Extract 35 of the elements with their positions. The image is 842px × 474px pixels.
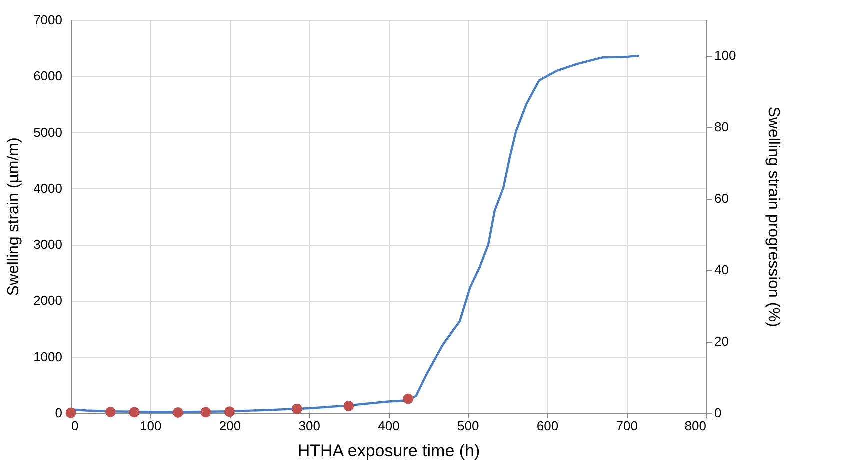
y-tick-label: 6000 xyxy=(34,68,62,84)
y2-tick-label: 20 xyxy=(714,334,729,350)
x-tick-label: 100 xyxy=(140,418,162,434)
x-tick-label: 700 xyxy=(616,418,638,434)
point xyxy=(200,407,212,418)
x-tick-label: 300 xyxy=(298,418,320,434)
x-tick-label: 200 xyxy=(219,418,242,434)
x-tick-label: 500 xyxy=(458,418,480,434)
y2-tick-label: 0 xyxy=(714,406,722,420)
point xyxy=(292,404,302,414)
y-tick-label: 1000 xyxy=(34,349,62,364)
point xyxy=(403,394,414,404)
y2-axis-title: Swelling strain progression (%) xyxy=(765,106,782,328)
y-tick-label: 4000 xyxy=(34,180,62,196)
point xyxy=(105,406,116,418)
point xyxy=(172,407,184,418)
y2-tick-label: 80 xyxy=(714,120,729,135)
y-axis-title: Swelling strain (µm/m) xyxy=(6,138,23,296)
x-axis-title: HTHA exposure time (h) xyxy=(298,442,480,460)
y2-tick-label: 100 xyxy=(714,48,736,64)
y2-tick-label: 40 xyxy=(714,262,729,278)
point xyxy=(66,408,76,418)
x-tick-label: 400 xyxy=(378,418,400,434)
y-tick-label: 2000 xyxy=(34,293,62,308)
x-tick-label: 0 xyxy=(72,418,79,434)
y2-tick-label: 60 xyxy=(714,191,729,206)
x-tick-label: 600 xyxy=(536,418,559,434)
y-tick-label: 7000 xyxy=(34,12,62,28)
y-tick-label: 3000 xyxy=(34,237,62,252)
y-tick-label: 0 xyxy=(55,406,62,420)
point xyxy=(224,406,235,418)
x-tick-label: 800 xyxy=(684,418,706,434)
point xyxy=(344,401,354,412)
point xyxy=(129,407,140,418)
y-tick-label: 5000 xyxy=(34,124,62,140)
